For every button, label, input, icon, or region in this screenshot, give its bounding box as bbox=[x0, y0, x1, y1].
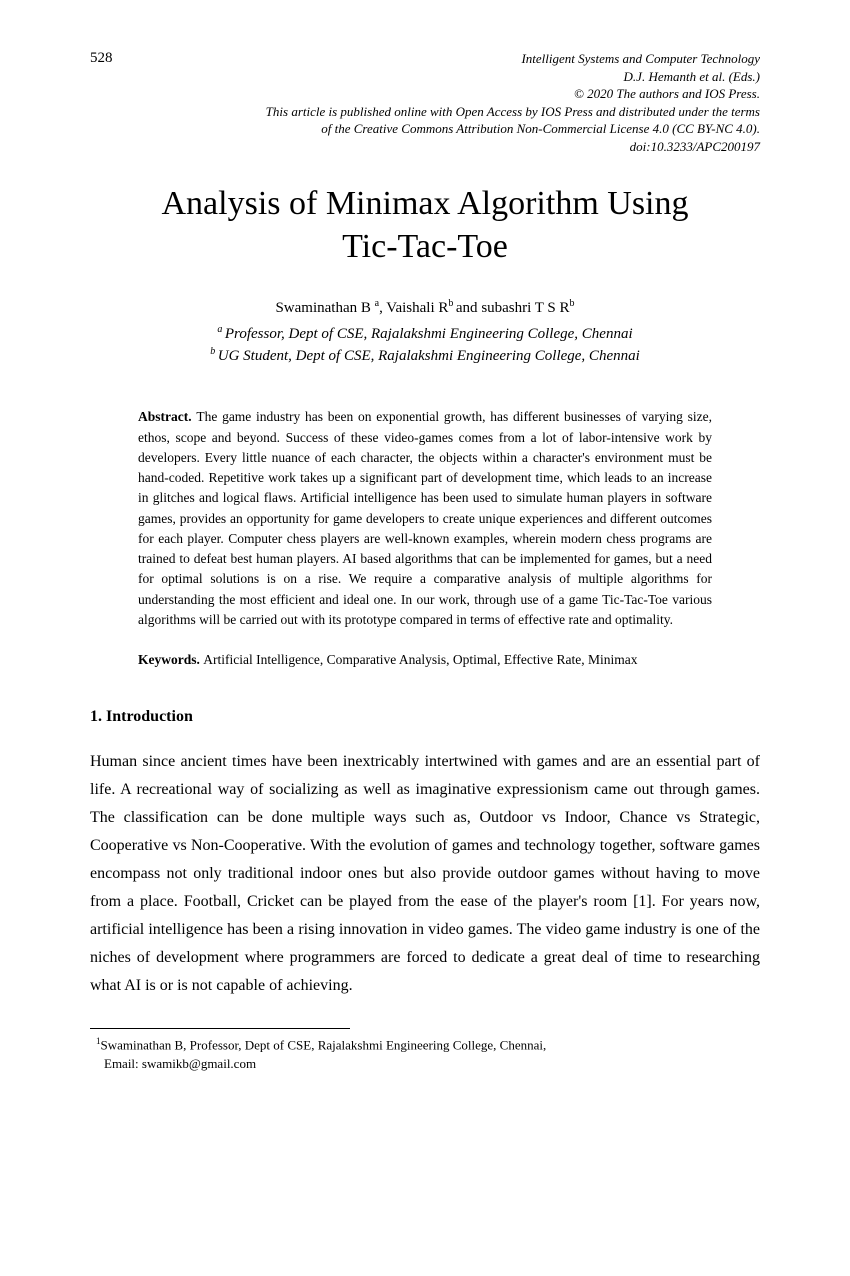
affil-a-text: Professor, Dept of CSE, Rajalakshmi Engi… bbox=[225, 326, 633, 342]
keywords-label: Keywords. bbox=[138, 652, 203, 667]
authors-line: Swaminathan B a, Vaishali Rb and subashr… bbox=[90, 298, 760, 317]
keywords-text: Artificial Intelligence, Comparative Ana… bbox=[203, 652, 637, 667]
section-1-body: Human since ancient times have been inex… bbox=[90, 748, 760, 1000]
author-2: Vaishali R bbox=[386, 300, 448, 316]
header-license-2: of the Creative Commons Attribution Non-… bbox=[90, 120, 760, 138]
affiliation-b: b UG Student, Dept of CSE, Rajalakshmi E… bbox=[90, 345, 760, 367]
footnote-rule bbox=[90, 1028, 350, 1029]
footnote: 1Swaminathan B, Professor, Dept of CSE, … bbox=[90, 1035, 760, 1074]
paper-title: Analysis of Minimax Algorithm Using Tic-… bbox=[90, 183, 760, 268]
title-line-2: Tic-Tac-Toe bbox=[342, 228, 508, 265]
affil-b-sup: b bbox=[210, 346, 218, 357]
author-sep-2: and bbox=[456, 300, 481, 316]
affil-a-sup: a bbox=[217, 324, 225, 335]
affiliation-a: a Professor, Dept of CSE, Rajalakshmi En… bbox=[90, 323, 760, 345]
affil-b-text: UG Student, Dept of CSE, Rajalakshmi Eng… bbox=[218, 348, 640, 364]
affiliations: a Professor, Dept of CSE, Rajalakshmi En… bbox=[90, 323, 760, 367]
header-license-1: This article is published online with Op… bbox=[90, 103, 760, 121]
abstract-block: Abstract. The game industry has been on … bbox=[90, 407, 760, 630]
header-doi: doi:10.3233/APC200197 bbox=[90, 138, 760, 156]
abstract-text: The game industry has been on exponentia… bbox=[138, 409, 712, 627]
title-line-1: Analysis of Minimax Algorithm Using bbox=[162, 185, 689, 222]
author-3: subashri T S R bbox=[481, 300, 569, 316]
author-3-affil: b bbox=[570, 298, 575, 309]
header-metadata: Intelligent Systems and Computer Technol… bbox=[90, 50, 760, 155]
header-copyright: © 2020 The authors and IOS Press. bbox=[90, 85, 760, 103]
page-number: 528 bbox=[90, 50, 113, 67]
abstract-label: Abstract. bbox=[138, 409, 196, 424]
author-2-affil: b bbox=[448, 298, 456, 309]
section-1-heading: 1. Introduction bbox=[90, 708, 760, 726]
header-editors: D.J. Hemanth et al. (Eds.) bbox=[90, 68, 760, 86]
footnote-line-2: Email: swamikb@gmail.com bbox=[104, 1056, 256, 1071]
author-1: Swaminathan B bbox=[275, 300, 374, 316]
footnote-line-1: Swaminathan B, Professor, Dept of CSE, R… bbox=[101, 1038, 547, 1053]
header-publication: Intelligent Systems and Computer Technol… bbox=[90, 50, 760, 68]
keywords-block: Keywords. Artificial Intelligence, Compa… bbox=[90, 650, 760, 670]
